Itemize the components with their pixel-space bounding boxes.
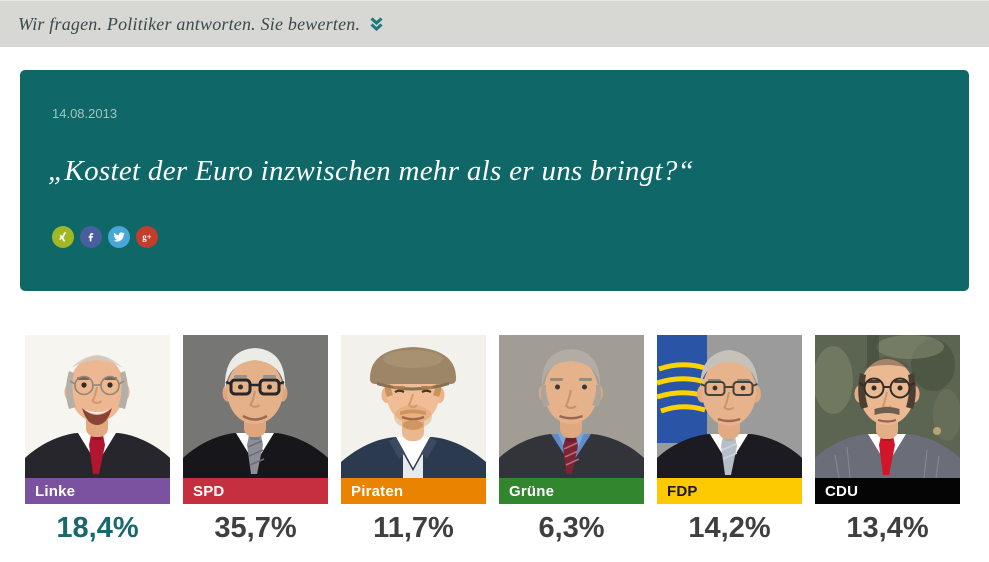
twitter-share-icon[interactable] <box>108 226 130 249</box>
poll-percentage: 18,4% <box>56 512 139 544</box>
poll-percentage: 13,4% <box>846 512 929 544</box>
double-chevron-down-icon[interactable] <box>369 16 384 32</box>
poll-percentage: 35,7% <box>214 512 297 544</box>
politician-card[interactable]: SPD 35,7% <box>183 335 328 545</box>
social-share-bar: g+ <box>52 226 939 249</box>
politician-photo <box>657 335 802 478</box>
xing-share-icon[interactable] <box>52 226 74 249</box>
portrait-photo-cdu <box>815 335 960 478</box>
party-label-band: Piraten <box>341 478 486 504</box>
poll-results: Linke 18,4% SPD 35,7% Piraten 11,7% Grün… <box>25 335 989 545</box>
poll-percentage: 6,3% <box>538 512 605 544</box>
googleplus-share-icon[interactable]: g+ <box>136 226 158 249</box>
party-label: Grüne <box>509 482 555 500</box>
politician-photo <box>183 335 328 478</box>
politician-photo <box>815 335 960 478</box>
party-label-band: FDP <box>657 478 802 504</box>
party-label: Linke <box>35 482 76 500</box>
politician-photo <box>341 335 486 478</box>
facebook-share-icon[interactable] <box>80 226 102 249</box>
politician-card[interactable]: Grüne 6,3% <box>499 335 644 545</box>
portrait-photo-spd <box>183 335 328 478</box>
politician-card[interactable]: FDP 14,2% <box>657 335 802 545</box>
portrait-photo-piraten <box>341 335 486 478</box>
poll-percentage: 14,2% <box>688 512 771 544</box>
party-label-band: CDU <box>815 478 960 504</box>
portrait-photo-linke <box>25 335 170 478</box>
portrait-photo-gruene <box>499 335 644 478</box>
politician-card[interactable]: Linke 18,4% <box>25 335 170 545</box>
party-label: FDP <box>667 482 698 500</box>
site-tagline: Wir fragen. Politiker antworten. Sie bew… <box>18 13 361 34</box>
party-label: Piraten <box>351 482 404 500</box>
question-date: 14.08.2013 <box>52 106 118 121</box>
party-label-band: SPD <box>183 478 328 504</box>
party-label: CDU <box>825 482 859 500</box>
politician-photo <box>25 335 170 478</box>
politician-card[interactable]: Piraten 11,7% <box>341 335 486 545</box>
party-label-band: Linke <box>25 478 170 504</box>
question-quote[interactable]: „Kostet der Euro inzwischen mehr als er … <box>48 155 695 187</box>
question-banner: 14.08.2013 „Kostet der Euro inzwischen m… <box>20 70 969 291</box>
svg-text:g+: g+ <box>142 233 152 243</box>
politician-card[interactable]: CDU 13,4% <box>815 335 960 545</box>
politician-photo <box>499 335 644 478</box>
site-header: Wir fragen. Politiker antworten. Sie bew… <box>0 0 989 47</box>
poll-percentage: 11,7% <box>373 512 454 544</box>
party-label: SPD <box>193 482 225 500</box>
portrait-photo-fdp <box>657 335 802 478</box>
party-label-band: Grüne <box>499 478 644 504</box>
